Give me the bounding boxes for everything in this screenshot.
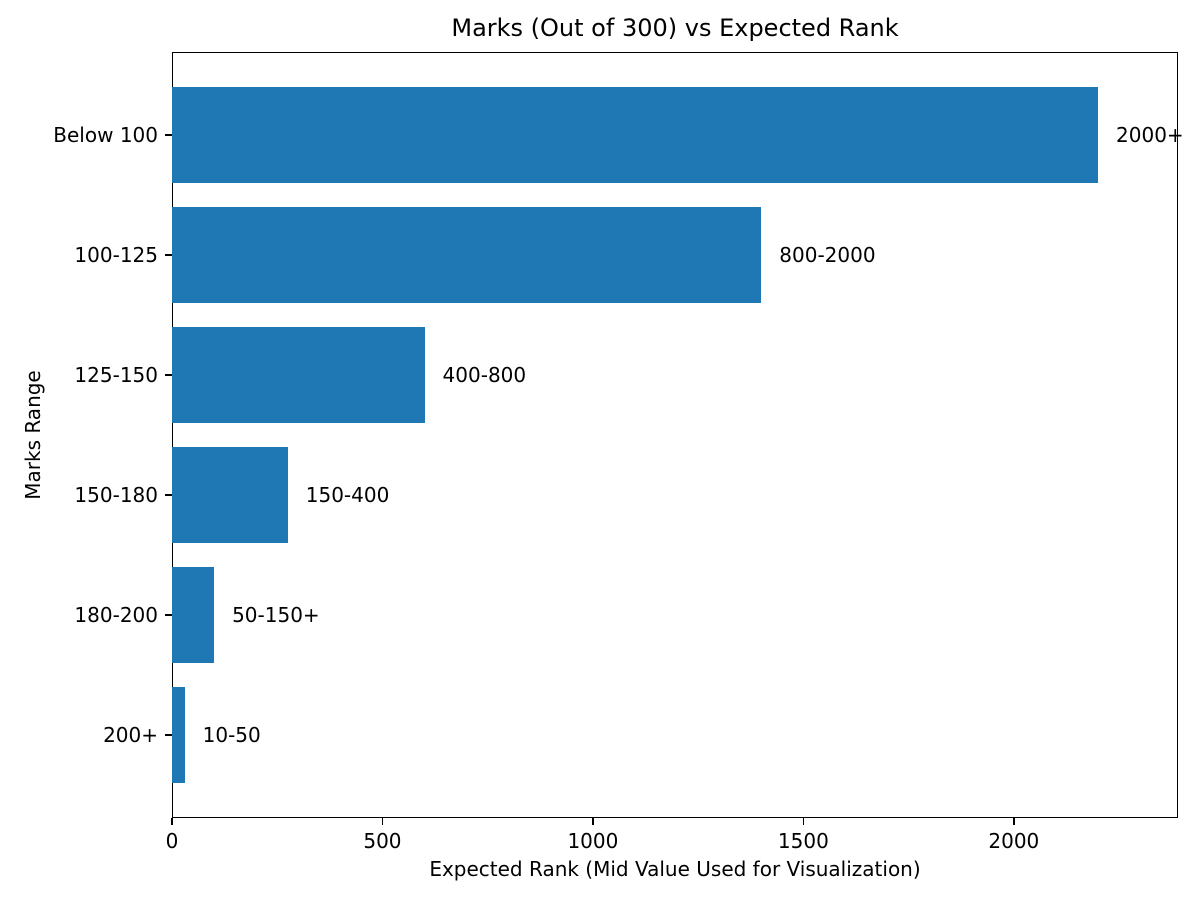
x-axis-label: Expected Rank (Mid Value Used for Visual… <box>429 857 921 881</box>
bar <box>172 207 762 303</box>
x-tick <box>592 818 594 825</box>
y-tick <box>165 134 172 136</box>
x-tick <box>171 818 173 825</box>
x-tick-label: 500 <box>363 829 402 853</box>
bar <box>172 327 425 423</box>
bar-value-label: 10-50 <box>202 723 261 747</box>
bar-value-label: 150-400 <box>305 483 390 507</box>
y-category-label: 150-180 <box>74 483 158 507</box>
bar-value-label: 400-800 <box>442 363 527 387</box>
y-tick <box>165 374 172 376</box>
y-category-label: 100-125 <box>74 243 158 267</box>
bar-value-label: 50-150+ <box>232 603 320 627</box>
y-tick <box>165 494 172 496</box>
x-tick <box>802 818 805 825</box>
y-category-label: 180-200 <box>74 603 158 627</box>
x-tick-label: 0 <box>165 829 179 853</box>
y-tick <box>165 614 172 616</box>
x-tick-label: 1500 <box>777 829 829 853</box>
x-tick-label: 1000 <box>567 829 619 853</box>
y-category-label: Below 100 <box>53 123 158 147</box>
bar <box>172 87 1099 183</box>
x-tick <box>381 818 384 825</box>
y-category-label: 200+ <box>103 723 158 747</box>
bar-value-label: 800-2000 <box>779 243 876 267</box>
y-tick <box>165 734 172 736</box>
y-category-label: 125-150 <box>74 363 158 387</box>
x-tick <box>1013 818 1015 825</box>
bar <box>172 567 215 663</box>
y-axis-label: Marks Range <box>21 370 45 500</box>
bar-value-label: 2000+ <box>1116 123 1184 147</box>
y-tick <box>165 254 172 256</box>
bar <box>172 687 185 783</box>
chart-title: Marks (Out of 300) vs Expected Rank <box>451 14 899 42</box>
x-tick-label: 2000 <box>988 829 1040 853</box>
bar <box>172 447 288 543</box>
